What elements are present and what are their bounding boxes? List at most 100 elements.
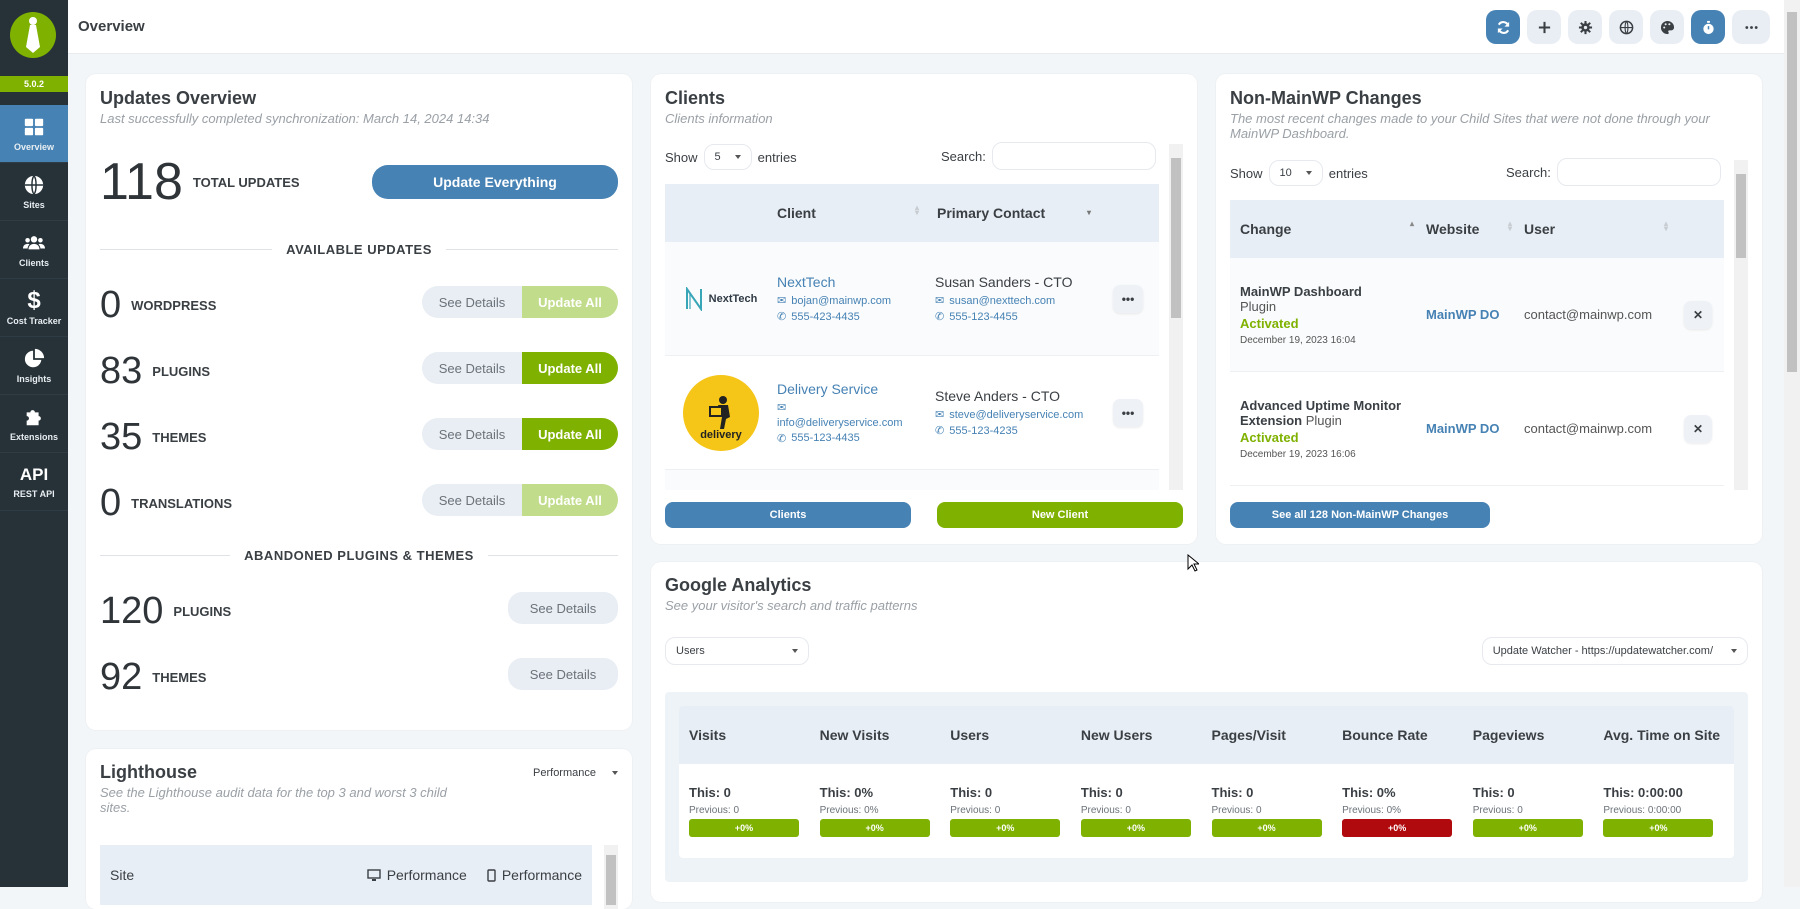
sidebar-item-extensions[interactable]: Extensions <box>0 395 68 453</box>
timer-button[interactable] <box>1691 10 1725 44</box>
client-logo-delivery: delivery <box>665 374 777 451</box>
column-website[interactable]: Website ▴ ▾ <box>1426 219 1513 238</box>
column-user[interactable]: User ▴ ▾ <box>1524 219 1669 238</box>
themes-update-all-button[interactable]: Update All <box>522 418 618 450</box>
analytics-column-header: Users <box>950 727 990 743</box>
mouse-cursor-icon <box>1187 554 1199 572</box>
metric-change-badge: +0% <box>950 819 1061 837</box>
wordpress-see-details-button[interactable]: See Details <box>422 286 522 318</box>
clients-button[interactable]: Clients <box>665 502 911 528</box>
mainwp-logo-icon[interactable] <box>10 12 56 58</box>
contact-email[interactable]: susan@nexttech.com <box>949 294 1056 307</box>
change-item-name: Advanced Uptime Monitor Extension <box>1240 397 1402 428</box>
metric-change-badge: +0% <box>1342 819 1453 837</box>
wordpress-update-all-button[interactable]: Update All <box>522 286 618 318</box>
sidebar-item-overview[interactable]: Overview <box>0 105 68 163</box>
lighthouse-card: Lighthouse See the Lighthouse audit data… <box>86 749 632 909</box>
column-desktop-performance[interactable]: Performance <box>366 867 467 883</box>
new-client-button[interactable]: New Client <box>937 502 1183 528</box>
sidebar-item-cost-tracker[interactable]: $ Cost Tracker <box>0 279 68 337</box>
change-item-type: Plugin <box>1305 412 1342 428</box>
column-change[interactable]: Change ▴ <box>1240 219 1415 238</box>
abandoned-themes-see-details-button[interactable]: See Details <box>508 658 618 690</box>
column-client[interactable]: Client ▴ ▾ <box>777 203 920 222</box>
plugins-update-all-button[interactable]: Update All <box>522 352 618 384</box>
themes-see-details-button[interactable]: See Details <box>422 418 522 450</box>
sidebar-item-sites[interactable]: Sites <box>0 163 68 221</box>
analytics-metric-select[interactable]: Users <box>665 637 809 665</box>
client-email[interactable]: info@deliveryservice.com <box>777 416 903 429</box>
client-phone[interactable]: 555-123-4435 <box>791 432 860 444</box>
translations-updates-count: 0 <box>100 482 122 524</box>
envelope-icon: ✉ <box>777 401 787 414</box>
sidebar-item-label: Clients <box>18 257 49 268</box>
analytics-site-select[interactable]: Update Watcher - https://updatewatcher.c… <box>1481 637 1748 665</box>
ellipsis-icon: ••• <box>1121 291 1135 306</box>
themes-updates-count: 35 <box>100 416 143 458</box>
more-options-button[interactable] <box>1732 10 1770 44</box>
grid-icon <box>24 118 44 135</box>
translations-update-all-button[interactable]: Update All <box>522 484 618 516</box>
card-title: Clients <box>665 88 726 108</box>
delivery-logo-icon: delivery <box>683 374 759 451</box>
theme-button[interactable] <box>1650 10 1684 44</box>
sites-globe-button[interactable] <box>1609 10 1643 44</box>
add-new-button[interactable] <box>1527 10 1561 44</box>
changes-scrollbar[interactable] <box>1734 160 1748 490</box>
metric-this-value: This: 0:00:00 <box>1603 785 1683 800</box>
sidebar-item-clients[interactable]: Clients <box>0 221 68 279</box>
puzzle-icon <box>26 409 41 425</box>
sync-button[interactable] <box>1486 10 1520 44</box>
entries-select[interactable]: 10 <box>1268 160 1323 186</box>
clients-search-input[interactable] <box>991 142 1156 170</box>
ellipsis-icon: ••• <box>1121 405 1135 420</box>
sidebar-item-rest-api[interactable]: API REST API <box>0 453 68 511</box>
dollar-icon: $ <box>27 286 41 314</box>
change-website-link[interactable]: MainWP DO <box>1426 421 1500 436</box>
metric-this-value: This: 0 <box>689 785 731 800</box>
client-actions-button[interactable]: ••• <box>1113 398 1143 427</box>
column-primary-contact[interactable]: Primary Contact ▾ <box>937 205 1092 221</box>
dismiss-change-button[interactable]: ✕ <box>1684 414 1712 443</box>
contact-email[interactable]: steve@deliveryservice.com <box>949 408 1084 421</box>
clients-scrollbar[interactable] <box>1169 144 1183 490</box>
metric-previous-value: Previous: 0 <box>950 805 1001 816</box>
contact-phone[interactable]: 555-123-4455 <box>949 310 1018 323</box>
caret-down-icon <box>1731 649 1737 653</box>
analytics-column-header: New Users <box>1080 727 1153 743</box>
lighthouse-metric-dropdown[interactable]: Performance <box>533 767 618 779</box>
contact-phone[interactable]: 555-123-4235 <box>949 424 1018 437</box>
plus-icon <box>1538 21 1550 33</box>
see-all-changes-button[interactable]: See all 128 Non-MainWP Changes <box>1230 502 1490 528</box>
settings-button[interactable] <box>1568 10 1602 44</box>
client-email[interactable]: bojan@mainwp.com <box>791 294 892 307</box>
page-scrollbar[interactable] <box>1784 0 1800 887</box>
gear-icon <box>1578 20 1592 34</box>
translations-see-details-button[interactable]: See Details <box>422 484 522 516</box>
card-title: Google Analytics <box>665 575 812 595</box>
available-updates-heading: AVAILABLE UPDATES <box>100 242 618 257</box>
abandoned-plugins-see-details-button[interactable]: See Details <box>508 592 618 624</box>
column-mobile-performance[interactable]: Performance <box>487 867 582 883</box>
changes-search-input[interactable] <box>1556 158 1721 186</box>
analytics-metric-cell: This: 0:00:00 Previous: 0:00:00 +0% <box>1603 785 1734 837</box>
client-actions-button[interactable]: ••• <box>1113 284 1143 313</box>
client-name-link[interactable]: NextTech <box>777 274 836 290</box>
clients-table-header: Client ▴ ▾ Primary Contact ▾ <box>665 184 1159 242</box>
client-name-link[interactable]: Delivery Service <box>777 380 879 397</box>
lighthouse-scrollbar[interactable] <box>604 845 618 909</box>
card-title: Updates Overview <box>100 88 257 108</box>
analytics-column-header: Pageviews <box>1472 727 1545 743</box>
metric-change-badge: +0% <box>1603 819 1714 837</box>
sidebar-item-insights[interactable]: Insights <box>0 337 68 395</box>
plugins-see-details-button[interactable]: See Details <box>422 352 522 384</box>
analytics-metrics-values: This: 0 Previous: 0 +0% This: 0% Previous: 0… <box>679 764 1734 858</box>
change-website-link[interactable]: MainWP DO <box>1426 307 1500 322</box>
non-mainwp-changes-card: Non-MainWP Changes The most recent chang… <box>1216 74 1762 544</box>
dismiss-change-button[interactable]: ✕ <box>1684 300 1712 329</box>
client-phone[interactable]: 555-423-4435 <box>791 310 860 323</box>
update-everything-button[interactable]: Update Everything <box>372 165 618 199</box>
entries-select[interactable]: 5 <box>703 144 752 170</box>
metric-previous-value: Previous: 0% <box>819 805 879 816</box>
phone-icon: ✆ <box>777 311 787 323</box>
